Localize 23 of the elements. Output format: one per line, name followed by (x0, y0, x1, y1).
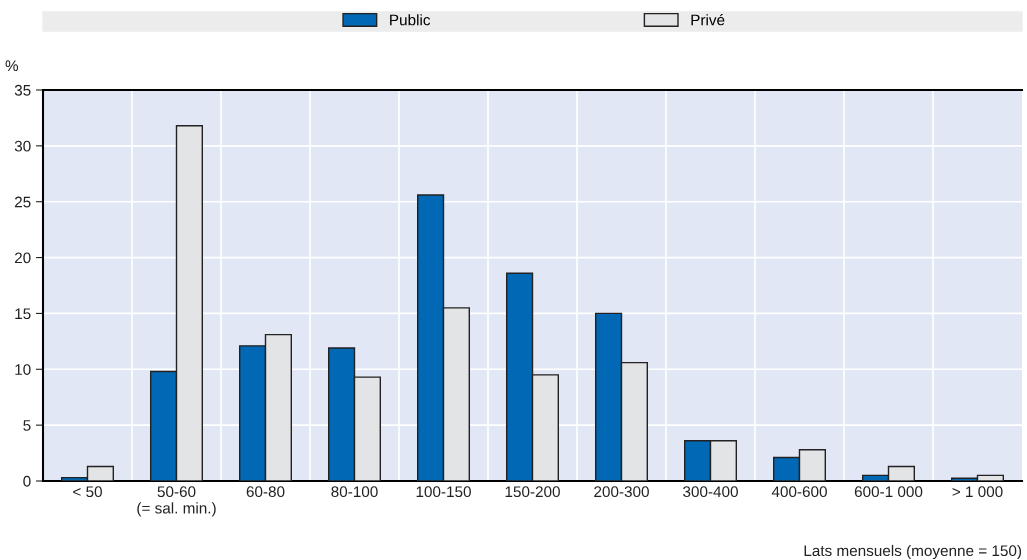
y-tick-label: 25 (14, 196, 31, 208)
y-tick-label: 15 (15, 308, 31, 320)
x-tick-label: > 1 000 (952, 486, 1003, 498)
x-tick-label: 300-400 (683, 486, 738, 498)
x-tick-label: 400-600 (771, 486, 827, 498)
x-tick-label: 150-200 (505, 486, 560, 498)
y-tick-label: 5 (23, 420, 31, 431)
legend-label: Privé (691, 13, 725, 26)
x-tick-label: 100-150 (416, 486, 471, 498)
x-tick-label: 600-1 000 (854, 486, 923, 498)
x-tick-label: 60-80 (246, 486, 285, 498)
x-tick-label: 50-60 (= sal. min.) (137, 486, 216, 517)
y-axis-title: % (5, 60, 19, 72)
x-tick-label: < 50 (73, 486, 102, 498)
legend-label: Public (390, 14, 431, 26)
y-tick-label: 10 (15, 364, 31, 375)
x-tick-label: 200-300 (594, 486, 649, 498)
y-tick-label: 20 (14, 252, 31, 264)
y-tick-label: 35 (14, 84, 31, 96)
x-axis-title: Lats mensuels (moyenne = 150) (804, 544, 1022, 560)
y-tick-label: 0 (23, 475, 31, 487)
y-tick-label: 30 (14, 140, 31, 152)
x-tick-label: 80-100 (331, 486, 378, 498)
